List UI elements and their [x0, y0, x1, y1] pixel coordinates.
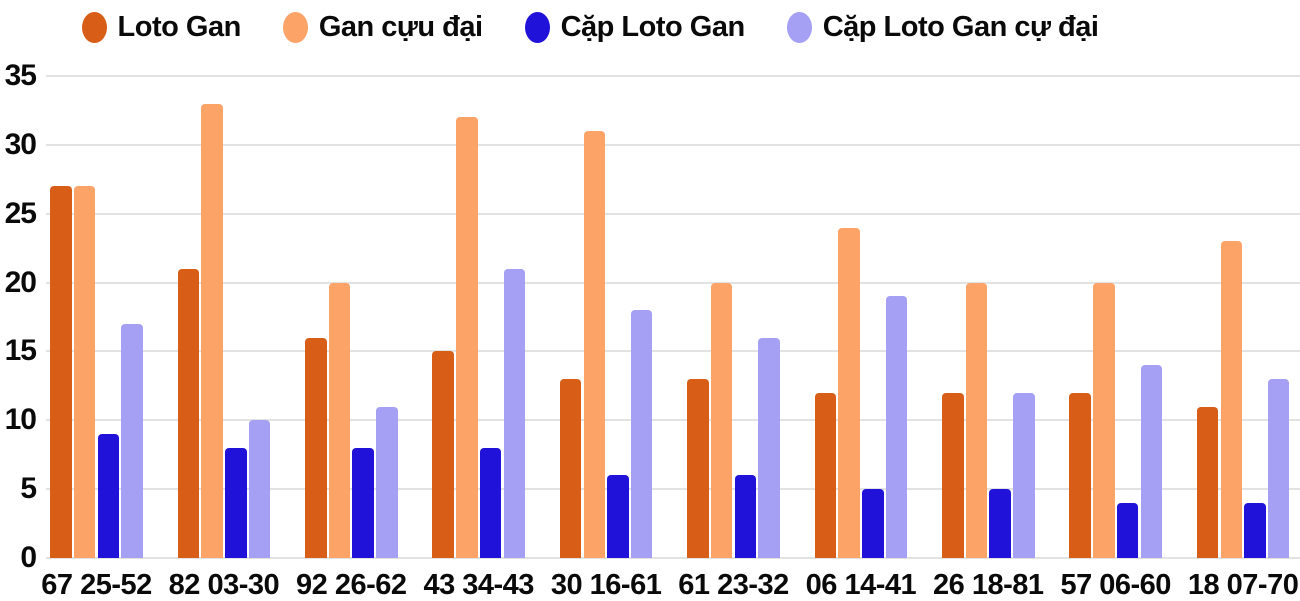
legend-item-4[interactable]: Cặp Loto Gan cự đại [786, 10, 1099, 43]
bar [1196, 406, 1219, 558]
bar [225, 447, 247, 558]
bar [456, 117, 478, 558]
gridline [46, 557, 1300, 559]
legend-series-label: Cặp Loto Gan cự đại [822, 10, 1099, 43]
bar [201, 103, 223, 558]
x-axis-category-label: 26 18-81 [933, 569, 1044, 601]
bar [965, 282, 988, 558]
bar [121, 323, 143, 558]
bar [1013, 392, 1035, 558]
bar [97, 434, 120, 558]
legend-series-color-icon [81, 11, 107, 43]
bar [328, 282, 351, 558]
y-axis-tick-label: 30 [4, 127, 37, 161]
gridline [46, 281, 1300, 284]
gridline [46, 488, 1300, 491]
legend-item-1[interactable]: Loto Gan [81, 10, 242, 43]
bar [607, 475, 629, 558]
legend-series-label: Gan cựu đại [318, 10, 483, 43]
gridline [46, 143, 1300, 146]
bar [1116, 502, 1139, 558]
y-axis-tick-label: 10 [4, 403, 37, 437]
legend-series-color-icon [282, 11, 308, 43]
bar [1069, 392, 1091, 558]
x-axis-category-label: 92 26-62 [296, 569, 407, 601]
legend-series-label: Cặp Loto Gan [560, 10, 746, 43]
y-axis-tick-label: 0 [20, 541, 37, 574]
gridline [46, 75, 1300, 77]
bar [1140, 365, 1162, 558]
y-axis-tick-label: 15 [4, 334, 37, 368]
gridline [46, 350, 1300, 353]
bar [734, 475, 757, 558]
bar [432, 351, 454, 558]
bar [248, 420, 271, 558]
bar [1093, 282, 1115, 558]
bar [989, 489, 1011, 558]
x-axis-category-label: 43 34-43 [423, 569, 534, 601]
bar [862, 489, 884, 558]
y-axis-tick-label: 25 [4, 196, 37, 230]
bar [352, 447, 374, 558]
bar [559, 379, 582, 558]
bar [73, 186, 96, 558]
bar [758, 337, 780, 558]
y-axis-tick-label: 5 [20, 472, 37, 506]
bar [885, 296, 908, 558]
y-axis-tick-label: 20 [4, 265, 37, 299]
bar [583, 131, 605, 558]
bar [1267, 379, 1290, 558]
x-axis-category-label: 30 16-61 [550, 569, 662, 601]
legend-series-label: Loto Gan [117, 10, 242, 43]
x-axis-category-label: 18 07-70 [1187, 569, 1299, 601]
gridline [46, 419, 1300, 422]
bar [814, 392, 837, 558]
bar [710, 282, 733, 558]
bar [479, 447, 502, 558]
bar [376, 406, 398, 558]
legend-series-color-icon [524, 11, 550, 43]
bar [942, 392, 964, 558]
x-axis-category-label: 82 03-30 [168, 569, 280, 601]
bar [1220, 241, 1242, 558]
legend-item-3[interactable]: Cặp Loto Gan [524, 10, 746, 43]
x-axis-category-label: 67 25-52 [41, 569, 152, 601]
bar [630, 310, 653, 558]
y-axis-tick-label: 35 [4, 59, 37, 92]
gridline [46, 212, 1300, 215]
bar [177, 268, 200, 558]
bar [50, 186, 72, 558]
bar [503, 268, 525, 558]
bar [838, 227, 860, 558]
legend-series-color-icon [786, 11, 812, 43]
bar [305, 337, 327, 558]
legend-item-2[interactable]: Gan cựu đại [282, 10, 483, 43]
x-axis-category-label: 57 06-60 [1060, 569, 1171, 601]
bar [687, 379, 709, 558]
chart-legend: Loto Gan Gan cựu đại Cặp Loto Gan Cặp Loto … [0, 6, 1300, 48]
x-axis-category-label: 06 14-41 [805, 569, 917, 601]
x-axis-category-label: 61 23-32 [678, 569, 789, 601]
bar [1244, 502, 1266, 558]
